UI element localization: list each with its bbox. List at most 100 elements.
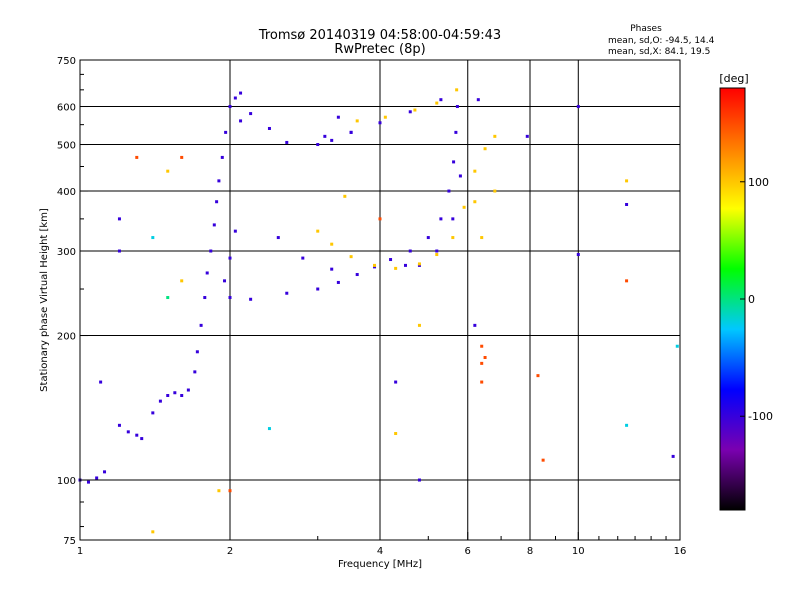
data-point — [417, 478, 421, 482]
data-point — [625, 179, 629, 183]
data-point — [228, 296, 232, 300]
data-point — [355, 119, 359, 123]
data-point — [394, 380, 398, 384]
data-point — [336, 280, 340, 284]
data-point — [135, 433, 139, 437]
data-point — [330, 138, 334, 142]
data-point — [447, 189, 451, 193]
x-tick-label: 6 — [465, 546, 471, 557]
data-point — [228, 256, 232, 260]
data-point — [378, 121, 382, 125]
data-point — [249, 112, 253, 116]
x-tick-label: 2 — [227, 546, 233, 557]
data-point — [455, 88, 459, 92]
data-point — [217, 489, 221, 493]
data-point — [408, 249, 412, 253]
data-point — [480, 236, 484, 240]
data-point — [383, 115, 387, 119]
data-point — [675, 344, 679, 348]
data-point — [435, 101, 439, 105]
data-point — [233, 229, 237, 233]
data-point — [483, 355, 487, 359]
chart-subtitle: RwPretec (8p) — [334, 42, 425, 57]
data-point — [355, 273, 359, 277]
data-point — [180, 155, 184, 159]
data-point — [215, 200, 219, 204]
data-point — [451, 236, 455, 240]
data-point — [426, 236, 430, 240]
data-point — [193, 370, 197, 374]
data-point — [117, 217, 121, 221]
data-point — [435, 253, 439, 257]
data-point — [316, 287, 320, 291]
data-point — [285, 140, 289, 144]
data-point — [493, 134, 497, 138]
data-point — [205, 271, 209, 275]
data-point — [525, 134, 529, 138]
x-tick-label: 8 — [527, 546, 533, 557]
data-point — [480, 344, 484, 348]
data-points — [78, 88, 679, 534]
data-point — [473, 169, 477, 173]
data-point — [536, 374, 540, 378]
data-point — [103, 470, 107, 474]
data-point — [349, 130, 353, 134]
data-point — [417, 323, 421, 327]
data-point — [151, 236, 155, 240]
data-point — [203, 296, 207, 300]
data-point — [158, 399, 162, 403]
data-point — [117, 423, 121, 427]
data-point — [166, 394, 170, 398]
data-point — [126, 430, 130, 434]
y-tick-label: 750 — [57, 56, 76, 67]
data-point — [117, 249, 121, 253]
data-point — [249, 297, 253, 301]
data-point — [394, 266, 398, 270]
data-point — [95, 476, 99, 480]
data-point — [228, 105, 232, 109]
data-point — [285, 291, 289, 295]
data-point — [413, 108, 417, 112]
colorbar-label: [deg] — [719, 72, 748, 85]
y-tick-label: 300 — [57, 247, 76, 258]
y-axis-ticks: 75 100 200 300 400 500 600 750 — [57, 56, 88, 547]
data-point — [224, 130, 228, 134]
y-tick-label: 400 — [57, 187, 76, 198]
y-tick-label: 500 — [57, 141, 76, 152]
data-point — [316, 143, 320, 147]
data-point — [455, 105, 459, 109]
data-point — [267, 427, 271, 431]
data-point — [228, 489, 232, 493]
data-point — [166, 169, 170, 173]
data-point — [330, 267, 334, 271]
data-point — [439, 98, 443, 102]
data-point — [373, 263, 377, 267]
stats-heading: Phases — [630, 24, 662, 34]
data-point — [473, 200, 477, 204]
data-point — [173, 391, 177, 395]
data-point — [435, 249, 439, 253]
data-point — [458, 174, 462, 178]
data-point — [99, 380, 103, 384]
data-point — [462, 205, 466, 209]
data-point — [140, 437, 144, 441]
y-tick-label: 200 — [57, 332, 76, 343]
data-point — [439, 217, 443, 221]
grid-lines — [80, 60, 680, 540]
data-point — [476, 98, 480, 102]
data-point — [451, 217, 455, 221]
data-point — [223, 279, 227, 283]
data-point — [195, 350, 199, 354]
x-tick-label: 4 — [377, 546, 383, 557]
data-point — [151, 411, 155, 415]
x-tick-label: 1 — [77, 546, 83, 557]
data-point — [541, 458, 545, 462]
colorbar-ticks: -100 0 100 — [740, 176, 773, 423]
data-point — [239, 91, 243, 95]
data-point — [625, 279, 629, 283]
data-point — [186, 388, 190, 392]
data-point — [389, 258, 393, 262]
x-tick-label: 16 — [674, 546, 687, 557]
